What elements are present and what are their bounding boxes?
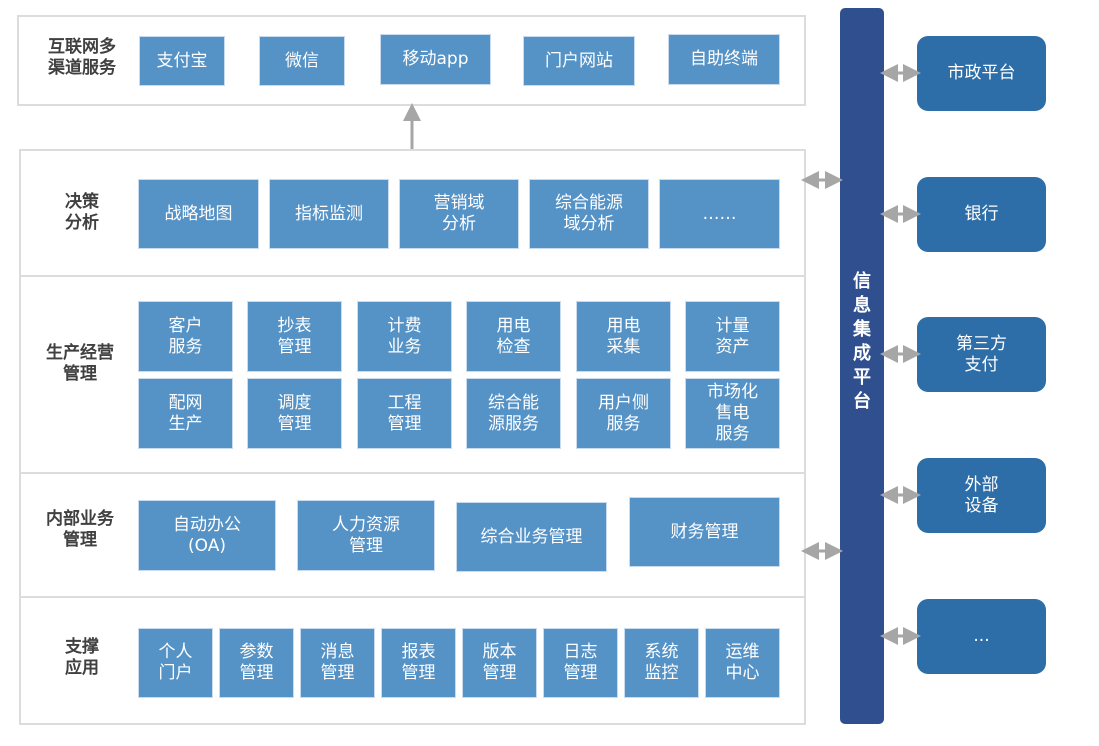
channel-box[interactable]: 微信 — [259, 36, 345, 86]
decision-box[interactable]: …… — [659, 179, 780, 249]
support-box[interactable]: 日志 管理 — [543, 628, 618, 698]
decision-box[interactable]: 营销域 分析 — [399, 179, 519, 249]
support-label: 支撑 应用 — [65, 637, 99, 678]
support-box[interactable]: 报表 管理 — [381, 628, 456, 698]
decision-box[interactable]: 战略地图 — [138, 179, 259, 249]
external-box[interactable]: 第三方 支付 — [917, 317, 1046, 392]
integration-platform-bar: 信 息 集 成 平 台 — [840, 8, 884, 724]
production-box[interactable]: 计费 业务 — [357, 301, 452, 372]
internal-box[interactable]: 综合业务管理 — [456, 502, 607, 572]
production-label: 生产经营 管理 — [46, 343, 114, 384]
production-box[interactable]: 综合能 源服务 — [466, 378, 561, 449]
support-box[interactable]: 运维 中心 — [705, 628, 780, 698]
production-box[interactable]: 抄表 管理 — [247, 301, 342, 372]
production-box[interactable]: 用户侧 服务 — [576, 378, 671, 449]
integration-platform-label: 信 息 集 成 平 台 — [853, 271, 871, 412]
production-box[interactable]: 用电 检查 — [466, 301, 561, 372]
production-box[interactable]: 计量 资产 — [685, 301, 780, 372]
channel-box[interactable]: 门户网站 — [523, 36, 635, 86]
internal-label: 内部业务 管理 — [46, 509, 114, 550]
production-box[interactable]: 客户 服务 — [138, 301, 233, 372]
channel-box[interactable]: 自助终端 — [668, 34, 780, 85]
production-box[interactable]: 配网 生产 — [138, 378, 233, 449]
production-box[interactable]: 工程 管理 — [357, 378, 452, 449]
internal-box[interactable]: 财务管理 — [629, 497, 780, 567]
external-box[interactable]: 市政平台 — [917, 36, 1046, 111]
external-box[interactable]: ... — [917, 599, 1046, 674]
internal-box[interactable]: 人力资源 管理 — [297, 500, 435, 571]
decision-label: 决策 分析 — [65, 192, 99, 233]
support-box[interactable]: 参数 管理 — [219, 628, 294, 698]
external-box[interactable]: 银行 — [917, 177, 1046, 252]
channels-label: 互联网多 渠道服务 — [48, 37, 116, 78]
decision-box[interactable]: 指标监测 — [269, 179, 389, 249]
production-box[interactable]: 市场化 售电 服务 — [685, 378, 780, 449]
external-box[interactable]: 外部 设备 — [917, 458, 1046, 533]
support-box[interactable]: 消息 管理 — [300, 628, 375, 698]
support-box[interactable]: 版本 管理 — [462, 628, 537, 698]
production-box[interactable]: 调度 管理 — [247, 378, 342, 449]
support-box[interactable]: 个人 门户 — [138, 628, 213, 698]
channel-box[interactable]: 移动app — [380, 34, 491, 85]
decision-box[interactable]: 综合能源 域分析 — [529, 179, 649, 249]
support-box[interactable]: 系统 监控 — [624, 628, 699, 698]
production-box[interactable]: 用电 采集 — [576, 301, 671, 372]
internal-box[interactable]: 自动办公 (OA) — [138, 500, 276, 571]
channel-box[interactable]: 支付宝 — [139, 36, 225, 86]
